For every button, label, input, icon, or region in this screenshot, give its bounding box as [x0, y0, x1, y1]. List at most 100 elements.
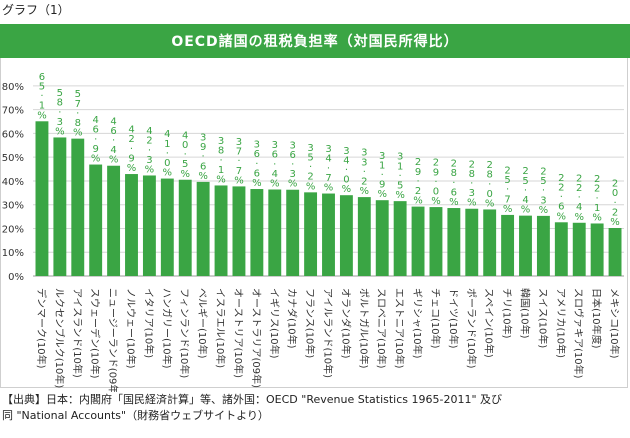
bar: [125, 174, 138, 276]
y-tick-label: 0%: [8, 272, 24, 283]
category-label: 日本(10年度): [590, 288, 603, 349]
bar: [590, 223, 604, 276]
value-label: 4 1 · 0%: [163, 129, 173, 178]
bar: [357, 197, 371, 276]
value-label: 3 6 · 4%: [270, 140, 280, 189]
category-label: ポルトガル(10年): [357, 288, 370, 369]
bar: [572, 222, 586, 276]
bar: [322, 193, 335, 276]
category-label: ニュージーランド(09年): [107, 288, 120, 392]
bar: [35, 121, 49, 276]
value-label: 3 6 · 3%: [288, 140, 298, 189]
category-label: スペイン(10年): [483, 288, 496, 358]
category-label: ポーランド(10年): [465, 288, 478, 369]
category-label: メキシコ(10年): [608, 288, 621, 359]
value-label: 3 3 · 2%: [360, 148, 370, 197]
category-label: 韓国(10年): [519, 288, 532, 339]
category-label: オランダ(10年): [339, 288, 352, 359]
category-label: スウェーデン(10年): [89, 288, 102, 379]
bar: [71, 138, 85, 276]
y-tick-label: 70%: [2, 106, 24, 117]
bar: [339, 195, 353, 276]
category-label: イスラエル(10年): [214, 288, 227, 368]
y-tick-label: 10%: [2, 248, 24, 259]
bar: [286, 189, 300, 276]
y-tick-label: 80%: [2, 82, 24, 93]
y-tick-label: 30%: [2, 201, 24, 212]
value-label: 6 5 · 1%: [37, 72, 47, 121]
bar: [375, 200, 389, 276]
category-label: ドイツ(10年): [447, 288, 460, 349]
bar: [519, 215, 532, 276]
value-label: 4 6 · 9%: [91, 115, 101, 164]
bar: [232, 186, 246, 276]
category-label: デンマーク(10年): [35, 288, 48, 369]
category-label: スイス(10年): [536, 288, 549, 348]
value-label: 3 4 · 7%: [324, 144, 334, 193]
value-label: 3 5 · 2%: [306, 143, 316, 192]
category-label: スロベニア(10年): [375, 288, 388, 369]
category-label: フランス(10年): [304, 288, 317, 358]
bar: [483, 209, 497, 276]
value-label: 2 2 · 1%: [592, 174, 602, 223]
value-label: 2 8 · 0%: [485, 160, 495, 209]
value-label: 2 8 · 6%: [449, 159, 459, 208]
category-label: イタリア(10年): [142, 288, 155, 358]
bar: [142, 175, 156, 276]
bar: [89, 164, 103, 276]
category-label: スロヴァキア(10年): [572, 288, 585, 379]
bar: [465, 208, 479, 276]
chart-title-banner: OECD諸国の租税負担率（対国民所得比）: [0, 24, 630, 58]
category-label: ハンガリー(10年): [160, 288, 173, 369]
value-label: 3 1 · 9%: [377, 151, 387, 200]
value-label: 4 0 · 5%: [180, 130, 190, 179]
bar: [196, 181, 210, 276]
bar-chart: 0% 10% 20% 30% 40% 50% 60% 70% 80% 6 5 · 1 % デンマーク(10年…: [2, 72, 624, 392]
category-label: チリ(10年): [501, 288, 514, 339]
category-label: アイルランド(10年): [322, 288, 335, 378]
category-label: オーストリア(10年): [232, 288, 245, 378]
bar: [411, 206, 425, 276]
category-label: ベルギー(10年): [196, 288, 209, 359]
value-label: 2 2 · 6%: [557, 173, 567, 222]
value-label: 3 4 · 0%: [342, 146, 352, 195]
category-label: ルクセンブルク(10年): [53, 288, 66, 388]
bar: [304, 192, 318, 276]
category-label: イギリス(10年): [268, 288, 281, 359]
value-label: 2 0 · 2%: [610, 179, 620, 228]
y-tick-label: 20%: [2, 224, 24, 235]
y-tick-label: 40%: [2, 177, 24, 188]
category-label: ギリシャ(10年): [411, 288, 424, 359]
bar: [178, 179, 192, 276]
category-label: フィンランド(10年): [178, 288, 191, 378]
category-label: アメリカ(10年): [554, 288, 567, 358]
value-label: 3 1 · 5%: [395, 152, 405, 201]
value-label: 3 9 · 6%: [198, 132, 208, 181]
bar: [429, 207, 443, 276]
value-label: 2 9 · 2%: [413, 157, 423, 206]
bar: [214, 185, 228, 276]
value-label: 5 8 · 3%: [55, 88, 65, 137]
value-label: 3 8 · 1%: [216, 136, 226, 185]
value-label: 2 5 · 3%: [539, 166, 549, 215]
value-label: 4 2 · 9%: [127, 125, 137, 174]
bar: [447, 208, 461, 276]
value-label: 3 6 · 6%: [252, 140, 262, 189]
bar: [608, 227, 622, 276]
source-line-1: 【出典】日本：内閣府「国民経済計算」等、諸外国：OECD "Revenue St…: [2, 393, 503, 406]
value-label: 4 6 · 4%: [109, 116, 119, 165]
chart-title: OECD諸国の租税負担率（対国民所得比）: [171, 34, 459, 50]
category-label: アイスランド(10年): [71, 288, 84, 378]
bar: [268, 189, 282, 276]
value-label: 2 9 · 0%: [431, 158, 441, 207]
bar: [160, 178, 174, 276]
value-label: 2 2 · 4%: [574, 173, 584, 222]
source-note: 【出典】日本：内閣府「国民経済計算」等、諸外国：OECD "Revenue St…: [2, 392, 628, 424]
value-label: 3 7 · 7%: [234, 137, 244, 186]
bar: [53, 137, 67, 276]
value-label: 4 2 · 3%: [145, 126, 155, 175]
category-label: エストニア(10年): [393, 288, 406, 369]
figure-label: グラフ（1）: [2, 3, 70, 17]
bar: [250, 189, 264, 276]
